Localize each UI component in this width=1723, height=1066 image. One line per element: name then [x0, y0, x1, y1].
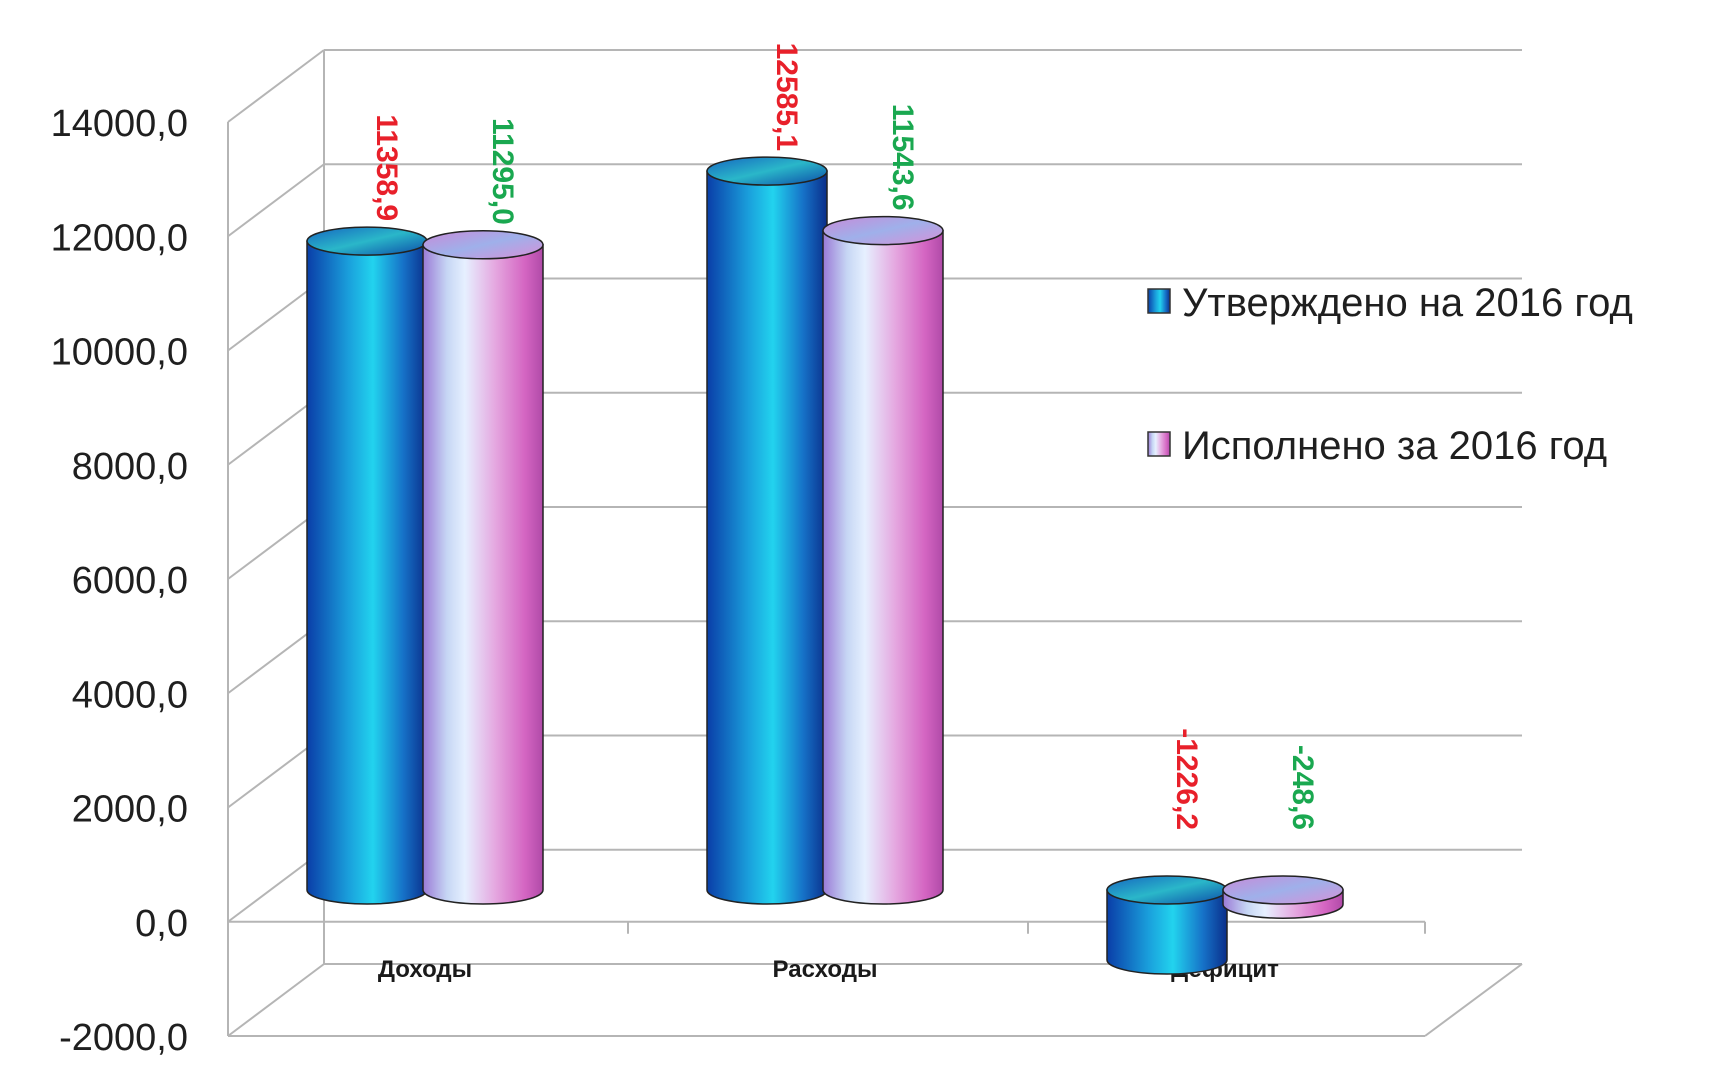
data-label: 11358,9 — [370, 114, 403, 221]
bar-body — [822, 229, 944, 905]
y-tick-label: 4000,0 — [72, 674, 188, 716]
data-label: -248,6 — [1286, 745, 1319, 830]
legend-swatch-executed — [1147, 431, 1171, 457]
bar-cap — [422, 230, 544, 260]
gridline-side — [227, 963, 325, 1037]
bar — [422, 230, 544, 905]
data-label: 11295,0 — [486, 118, 519, 225]
y-tick-label: 0,0 — [135, 903, 188, 945]
bottom-side-edge — [1424, 963, 1523, 1037]
y-tick-label: 2000,0 — [72, 789, 188, 831]
data-label: 12585,1 — [770, 43, 803, 151]
bar — [306, 226, 428, 905]
y-tick-label: 10000,0 — [51, 332, 188, 374]
bar — [706, 156, 828, 905]
bar-cap — [822, 215, 944, 246]
data-label: -1226,2 — [1170, 728, 1203, 830]
legend: Утверждено на 2016 год Исполнено за 2016… — [1147, 281, 1633, 468]
bar — [1106, 875, 1228, 975]
bar — [1222, 875, 1344, 919]
bars — [306, 156, 1344, 975]
legend-label-executed: Исполнено за 2016 год — [1182, 424, 1607, 468]
gridline-side — [227, 49, 325, 123]
y-tick-label: -2000,0 — [59, 1017, 188, 1059]
bar — [822, 215, 944, 905]
legend-swatch-approved — [1147, 288, 1171, 314]
y-tick-label: 6000,0 — [72, 560, 188, 602]
gridline-side — [227, 163, 325, 238]
data-labels: 11358,9 11295,0 12585,1 11543,6 -1226,2 -248,… — [370, 43, 1319, 830]
bar-cap — [706, 156, 828, 186]
bar-body — [706, 170, 828, 905]
bar-body — [422, 244, 544, 905]
bar-body — [1106, 889, 1228, 975]
bar-cap — [1106, 875, 1228, 905]
y-tick-label: 8000,0 — [72, 446, 188, 488]
category-label: Доходы — [378, 956, 472, 983]
y-tick-label: 14000,0 — [51, 103, 188, 145]
legend-label-approved: Утверждено на 2016 год — [1182, 281, 1633, 325]
category-label: Расходы — [773, 956, 878, 983]
bar-cap — [306, 226, 428, 256]
y-tick-label: 12000,0 — [51, 217, 188, 259]
bar-cap — [1222, 875, 1344, 905]
bar-body — [306, 240, 428, 905]
data-label: 11543,6 — [886, 104, 919, 211]
